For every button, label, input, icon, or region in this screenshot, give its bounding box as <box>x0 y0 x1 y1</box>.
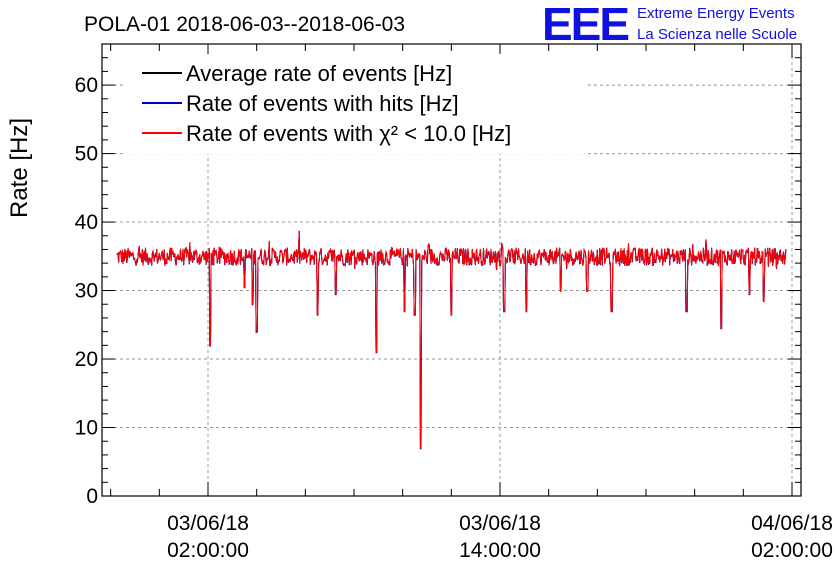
series-lines <box>116 230 787 450</box>
chart-title: POLA-01 2018-06-03--2018-06-03 <box>84 13 405 36</box>
logo-mark: EEE <box>542 0 628 50</box>
y-axis: 0 10 20 30 40 50 60 <box>75 57 801 508</box>
x-tick-time: 14:00:00 <box>459 539 541 562</box>
legend-label-hits: Rate of events with hits [Hz] <box>186 91 459 116</box>
legend-box <box>126 54 588 154</box>
logo-line-2: La Scienza nelle Scuole <box>637 26 797 43</box>
x-tick-time: 02:00:00 <box>751 539 833 562</box>
x-tick-time: 02:00:00 <box>167 539 249 562</box>
legend-label-avg: Average rate of events [Hz] <box>186 61 452 86</box>
legend: Average rate of events [Hz] Rate of even… <box>126 54 588 154</box>
y-tick-label: 20 <box>75 348 98 371</box>
y-tick-label: 50 <box>75 143 98 166</box>
y-tick-label: 10 <box>75 417 98 440</box>
y-tick-label: 40 <box>75 211 98 234</box>
x-axis: 03/06/18 02:00:00 03/06/18 14:00:00 04/06/18… <box>110 44 833 562</box>
eee-logo: EEE Extreme Energy Events La Scienza nel… <box>542 0 797 50</box>
y-tick-label: 60 <box>75 74 98 97</box>
x-tick-date: 03/06/18 <box>167 512 249 535</box>
logo-line-1: Extreme Energy Events <box>637 5 795 22</box>
x-tick-date: 04/06/18 <box>751 512 833 535</box>
y-axis-label: Rate [Hz] <box>6 118 33 218</box>
y-tick-label: 30 <box>75 280 98 303</box>
series-rate-chi2 <box>116 230 787 449</box>
legend-label-chi2: Rate of events with χ² < 10.0 [Hz] <box>186 121 511 146</box>
y-tick-label: 0 <box>86 485 98 508</box>
x-tick-date: 03/06/18 <box>459 512 541 535</box>
